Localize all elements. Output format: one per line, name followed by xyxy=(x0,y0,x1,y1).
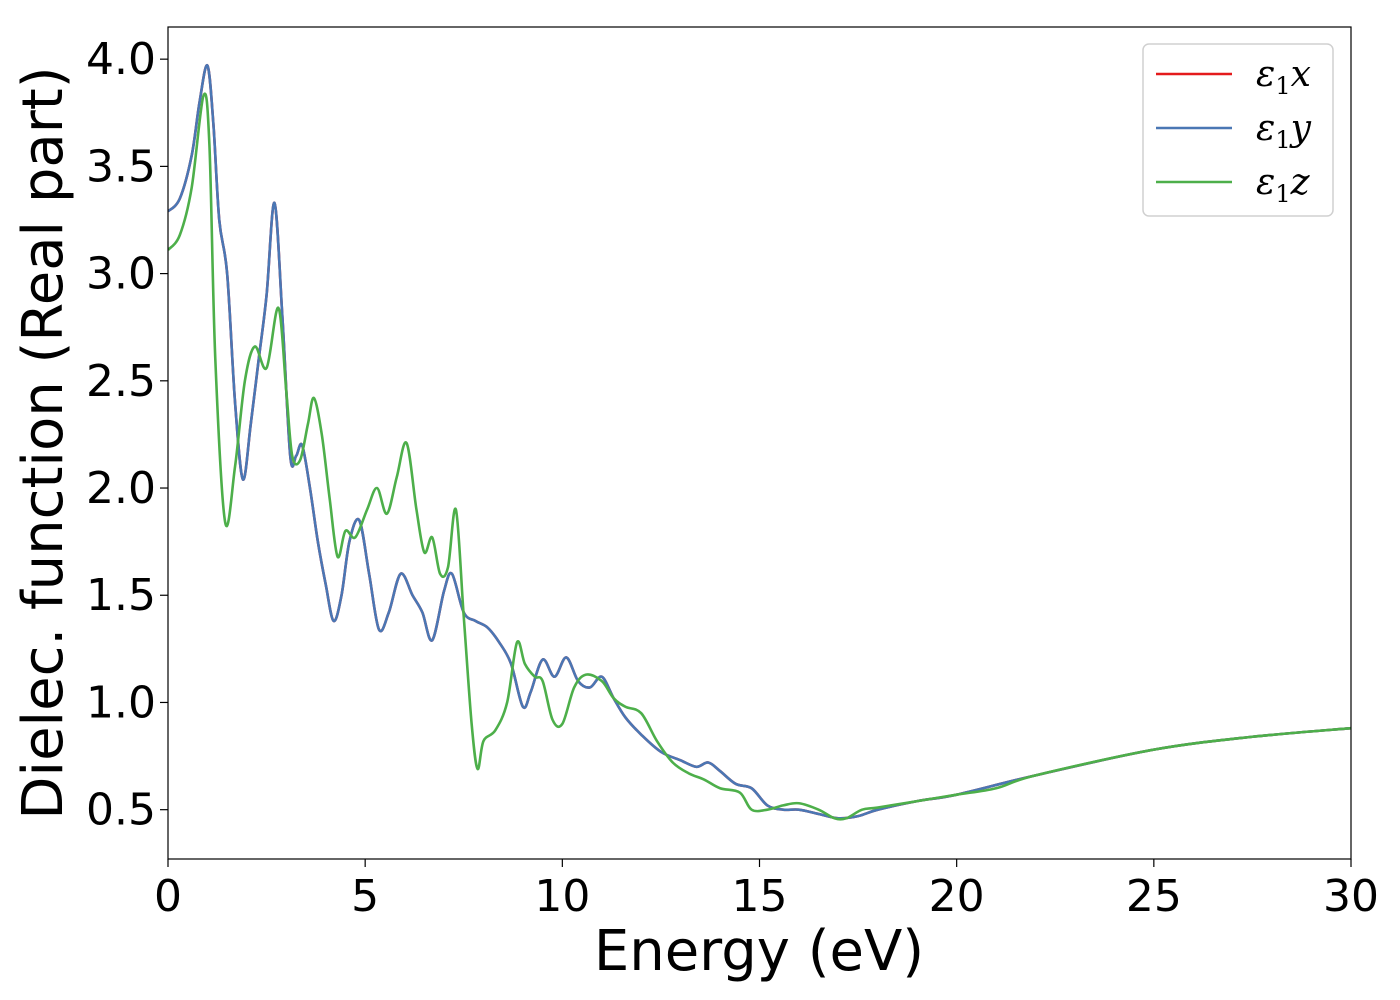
y-tick-label: 2.0 xyxy=(86,463,156,514)
legend: ε1x ε1y ε1z xyxy=(1142,43,1334,217)
legend-box xyxy=(1142,43,1334,217)
x-tick-label: 15 xyxy=(732,871,788,922)
y-axis-title: Dielec. function (Real part) xyxy=(11,66,76,819)
y-tick-label: 0.5 xyxy=(86,785,156,836)
x-tick-label: 10 xyxy=(534,871,590,922)
x-tick-label: 25 xyxy=(1126,871,1182,922)
series-line-z xyxy=(168,92,1351,821)
x-tick-label: 0 xyxy=(154,871,182,922)
y-tick-label: 3.0 xyxy=(86,249,156,300)
x-axis: 0 5 10 15 20 25 30 xyxy=(154,859,1379,922)
y-tick-label: 3.5 xyxy=(86,141,156,192)
y-axis: 0.5 1.0 1.5 2.0 2.5 3.0 3.5 4.0 xyxy=(86,34,168,836)
series-layer xyxy=(168,64,1351,821)
x-tick-label: 5 xyxy=(351,871,379,922)
x-tick-label: 30 xyxy=(1323,871,1379,922)
x-tick-label: 20 xyxy=(929,871,985,922)
legend-label: ε1y xyxy=(1256,108,1312,154)
y-tick-label: 1.5 xyxy=(86,570,156,621)
legend-label: ε1x xyxy=(1256,54,1311,100)
y-tick-label: 2.5 xyxy=(86,356,156,407)
legend-label: ε1z xyxy=(1256,162,1311,208)
y-tick-label: 1.0 xyxy=(86,677,156,728)
x-axis-title: Energy (eV) xyxy=(594,919,924,984)
y-tick-label: 4.0 xyxy=(86,34,156,85)
